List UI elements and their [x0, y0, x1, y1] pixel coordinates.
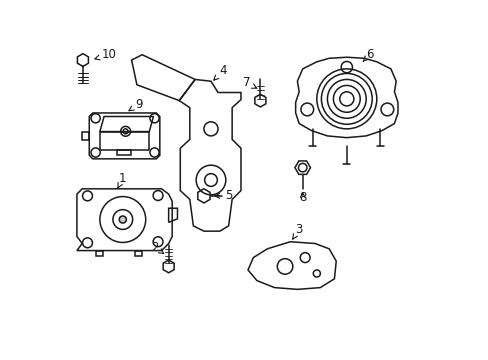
Text: 10: 10 [95, 48, 116, 61]
Text: 7: 7 [242, 76, 256, 90]
Circle shape [119, 216, 126, 223]
Text: 8: 8 [299, 191, 306, 204]
Text: 5: 5 [215, 189, 232, 202]
Text: 3: 3 [292, 223, 302, 239]
Text: 2: 2 [150, 240, 163, 253]
Text: 9: 9 [129, 98, 142, 111]
Text: 6: 6 [363, 48, 373, 61]
Text: 4: 4 [213, 64, 226, 80]
Text: 1: 1 [118, 172, 126, 188]
